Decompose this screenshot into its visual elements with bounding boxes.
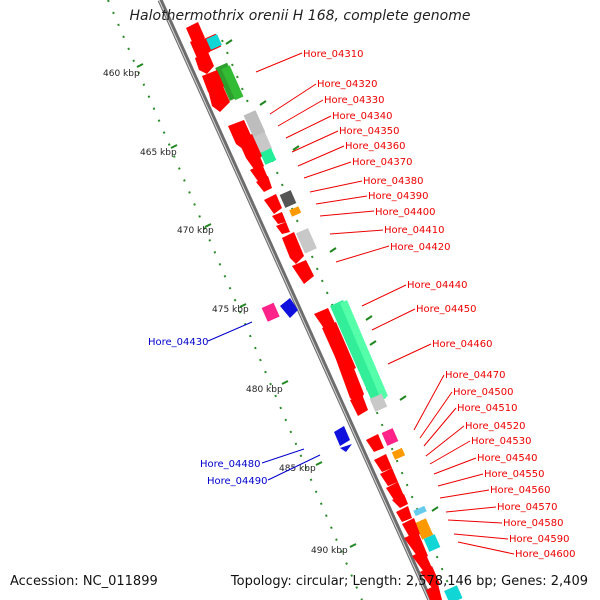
gene-gray <box>252 131 273 154</box>
gene-label: Hore_04350 <box>339 126 400 137</box>
gene-label: Hore_04590 <box>509 534 570 545</box>
map-title: Halothermothrix orenii H 168, complete g… <box>129 8 471 24</box>
gene-spring <box>260 148 277 165</box>
gene-spring-large <box>330 300 386 404</box>
gene-label: Hore_04570 <box>497 502 558 513</box>
gene-label: Hore_04520 <box>465 421 526 432</box>
gene-label: Hore_04510 <box>457 403 518 414</box>
kbp-label: 465 kbp <box>140 148 177 158</box>
label-leaders-right <box>255 52 515 555</box>
gene-label: Hore_04410 <box>384 225 445 236</box>
gene-label: Hore_04480 <box>200 459 261 470</box>
gene-labels-right: Hore_04310 Hore_04320 Hore_04330 Hore_04… <box>303 49 576 560</box>
kbp-ticks <box>136 63 357 548</box>
gene-label: Hore_04430 <box>148 337 209 348</box>
kbp-label: 470 kbp <box>177 226 214 236</box>
gene-labels-left: Hore_04430 Hore_04480 Hore_04490 <box>148 337 268 487</box>
genome-summary: Topology: circular; Length: 2,578,146 bp… <box>230 574 588 589</box>
gene-label: Hore_04360 <box>345 141 406 152</box>
gene-orange <box>289 206 302 217</box>
gene-orange <box>414 518 434 540</box>
gene-green <box>221 65 244 101</box>
label-leaders-left <box>207 321 321 481</box>
gene-label: Hore_04420 <box>390 242 451 253</box>
gene-label: Hore_04600 <box>515 549 576 560</box>
kbp-label: 490 kbp <box>311 546 348 556</box>
genome-backbone-highlight <box>158 0 430 600</box>
gene-label: Hore_04470 <box>445 370 506 381</box>
left-strand-genes <box>261 298 352 452</box>
gene-orange <box>391 447 406 460</box>
gene-label: Hore_04440 <box>407 280 468 291</box>
gene-label: Hore_04310 <box>303 49 364 60</box>
gene-label: Hore_04460 <box>432 339 493 350</box>
gene-magenta <box>381 428 399 446</box>
gene-label: Hore_04400 <box>375 207 436 218</box>
kbp-label: 485 kbp <box>279 464 316 474</box>
gene-label: Hore_04540 <box>477 453 538 464</box>
gene-spring-large <box>340 300 388 399</box>
gene-cyan <box>444 585 463 600</box>
outer-ticks <box>225 39 439 512</box>
kbp-label: 460 kbp <box>103 69 140 79</box>
inner-ruler-track <box>107 0 363 600</box>
accession-text: Accession: NC_011899 <box>10 574 158 589</box>
gene-label: Hore_04340 <box>332 111 393 122</box>
red-gene-arrows <box>186 22 442 600</box>
gene-label: Hore_04390 <box>368 191 429 202</box>
gene-gray <box>296 228 317 254</box>
gene-darkgray <box>279 190 297 208</box>
gene-label: Hore_04500 <box>453 387 514 398</box>
gene-features <box>203 33 463 600</box>
gene-label: Hore_04580 <box>503 518 564 529</box>
gene-label: Hore_04560 <box>490 485 551 496</box>
gene-label: Hore_04530 <box>471 436 532 447</box>
gene-label: Hore_04450 <box>416 304 477 315</box>
gene-gray <box>243 110 266 138</box>
gene-label: Hore_04320 <box>317 79 378 90</box>
gene-label: Hore_04490 <box>207 476 268 487</box>
kbp-label: 480 kbp <box>246 385 283 395</box>
gene-cyan <box>413 505 427 517</box>
gene-cyan <box>206 34 222 50</box>
gene-label: Hore_04370 <box>352 157 413 168</box>
genome-backbone <box>157 0 433 600</box>
kbp-label: 475 kbp <box>212 305 249 315</box>
gene-label: Hore_04550 <box>484 469 545 480</box>
gene-cyan <box>423 534 441 552</box>
gene-label: Hore_04330 <box>324 95 385 106</box>
gene-gray <box>369 393 388 412</box>
gene-label: Hore_04380 <box>363 176 424 187</box>
